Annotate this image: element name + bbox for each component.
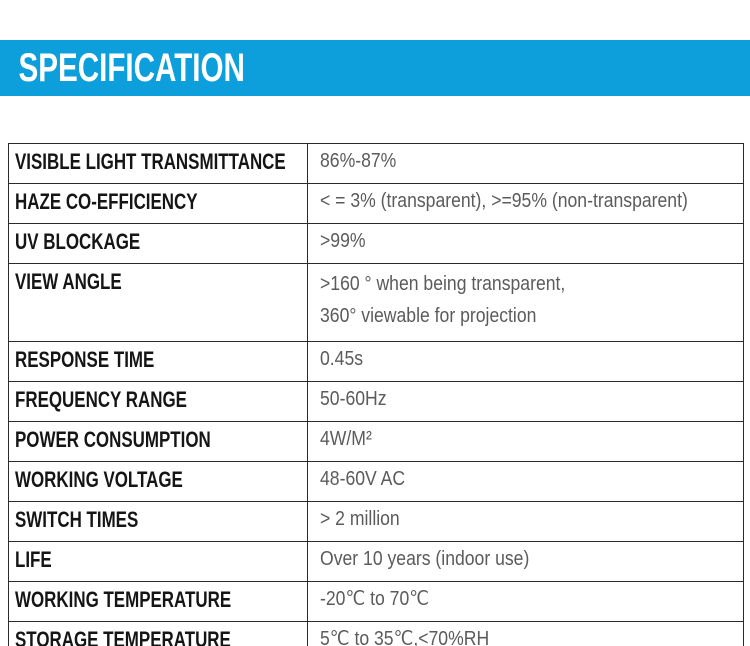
spec-label: RESPONSE TIME	[15, 347, 155, 372]
spec-value: Over 10 years (indoor use)	[320, 548, 530, 570]
spec-label-cell: WORKING TEMPERATURE	[8, 581, 308, 622]
spec-label-cell: HAZE CO-EFFICIENCY	[8, 183, 308, 224]
spec-label: SWITCH TIMES	[15, 507, 139, 532]
table-row: RESPONSE TIME 0.45s	[8, 341, 744, 382]
spec-value-cell: 48-60V AC	[307, 461, 744, 502]
spec-label: FREQUENCY RANGE	[15, 387, 187, 412]
spec-value: 5℃ to 35℃,<70%RH	[320, 628, 490, 646]
spec-value-cell: > 2 million	[307, 501, 744, 542]
spec-label-cell: FREQUENCY RANGE	[8, 381, 308, 422]
spec-value: >99%	[320, 230, 366, 252]
spec-label: VISIBLE LIGHT TRANSMITTANCE	[15, 149, 286, 174]
spec-label-cell: WORKING VOLTAGE	[8, 461, 308, 502]
spec-label: UV BLOCKAGE	[15, 229, 141, 254]
spec-label-cell: SWITCH TIMES	[8, 501, 308, 542]
table-row: HAZE CO-EFFICIENCY < = 3% (transparent),…	[8, 183, 744, 224]
spec-value-cell: >99%	[307, 223, 744, 264]
table-row: WORKING VOLTAGE 48-60V AC	[8, 461, 744, 502]
table-row: LIFE Over 10 years (indoor use)	[8, 541, 744, 582]
spec-label: STORAGE TEMPERATURE	[15, 627, 231, 646]
spec-label: POWER CONSUMPTION	[15, 427, 211, 452]
spec-value: >160 ° when being transparent, 360° view…	[320, 273, 566, 327]
spec-value-cell: 0.45s	[307, 341, 744, 382]
spec-label-cell: POWER CONSUMPTION	[8, 421, 308, 462]
spec-value-cell: 4W/M²	[307, 421, 744, 462]
spec-label-cell: UV BLOCKAGE	[8, 223, 308, 264]
page-title: SPECIFICATION	[18, 46, 245, 90]
specification-header: SPECIFICATION	[0, 40, 750, 96]
spec-value-cell: < = 3% (transparent), >=95% (non-transpa…	[307, 183, 744, 224]
spec-value-cell: Over 10 years (indoor use)	[307, 541, 744, 582]
spec-value-cell: 50-60Hz	[307, 381, 744, 422]
table-row: VIEW ANGLE >160 ° when being transparent…	[8, 263, 744, 342]
spec-value: > 2 million	[320, 508, 400, 530]
spec-value: < = 3% (transparent), >=95% (non-transpa…	[320, 190, 688, 212]
table-row: UV BLOCKAGE >99%	[8, 223, 744, 264]
table-row: FREQUENCY RANGE 50-60Hz	[8, 381, 744, 422]
spec-label: WORKING TEMPERATURE	[15, 587, 232, 612]
spec-value-cell: -20℃ to 70℃	[307, 581, 744, 622]
spec-value: 50-60Hz	[320, 388, 387, 410]
spec-value-cell: >160 ° when being transparent, 360° view…	[307, 263, 744, 342]
spec-value: 48-60V AC	[320, 468, 406, 490]
spec-label-cell: VIEW ANGLE	[8, 263, 308, 342]
spec-value-cell: 86%-87%	[307, 143, 744, 184]
spec-label: WORKING VOLTAGE	[15, 467, 183, 492]
spec-value: 4W/M²	[320, 428, 372, 450]
spec-table: VISIBLE LIGHT TRANSMITTANCE 86%-87% HAZE…	[8, 143, 744, 646]
table-row: VISIBLE LIGHT TRANSMITTANCE 86%-87%	[8, 143, 744, 184]
spec-label-cell: RESPONSE TIME	[8, 341, 308, 382]
spec-value-cell: 5℃ to 35℃,<70%RH	[307, 621, 744, 646]
spec-label-cell: VISIBLE LIGHT TRANSMITTANCE	[8, 143, 308, 184]
spec-value: -20℃ to 70℃	[320, 588, 430, 610]
spec-label: HAZE CO-EFFICIENCY	[15, 189, 198, 214]
table-row: STORAGE TEMPERATURE 5℃ to 35℃,<70%RH	[8, 621, 744, 646]
table-row: WORKING TEMPERATURE -20℃ to 70℃	[8, 581, 744, 622]
spec-label-cell: LIFE	[8, 541, 308, 582]
table-row: POWER CONSUMPTION 4W/M²	[8, 421, 744, 462]
table-row: SWITCH TIMES > 2 million	[8, 501, 744, 542]
spec-label-cell: STORAGE TEMPERATURE	[8, 621, 308, 646]
spec-value: 86%-87%	[320, 150, 397, 172]
spec-label: LIFE	[15, 547, 52, 572]
spec-label: VIEW ANGLE	[15, 269, 122, 294]
spec-value: 0.45s	[320, 348, 364, 370]
